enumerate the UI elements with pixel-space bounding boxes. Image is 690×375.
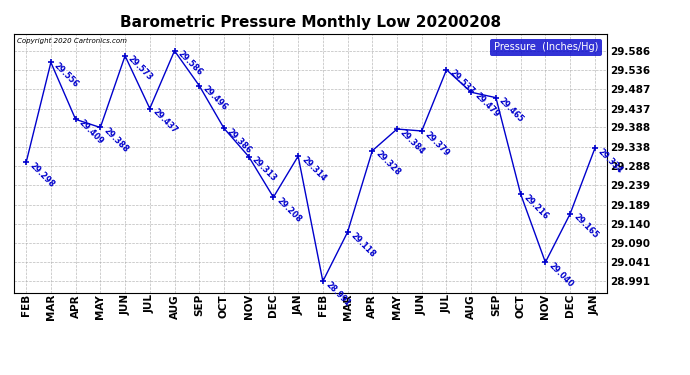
- Text: 29.298: 29.298: [28, 161, 56, 189]
- Text: 29.208: 29.208: [275, 196, 303, 224]
- Text: 29.409: 29.409: [77, 118, 105, 146]
- Text: 29.313: 29.313: [250, 155, 278, 183]
- Text: 29.496: 29.496: [201, 84, 228, 112]
- Text: 29.386: 29.386: [226, 127, 253, 155]
- Text: 29.118: 29.118: [349, 231, 377, 259]
- Text: 29.437: 29.437: [151, 107, 179, 135]
- Text: 29.586: 29.586: [176, 50, 204, 78]
- Text: Copyright 2020 Cartronics.com: Copyright 2020 Cartronics.com: [17, 38, 127, 44]
- Text: 29.556: 29.556: [52, 61, 80, 89]
- Text: 29.334: 29.334: [596, 147, 624, 175]
- Title: Barometric Pressure Monthly Low 20200208: Barometric Pressure Monthly Low 20200208: [120, 15, 501, 30]
- Legend: Pressure  (Inches/Hg): Pressure (Inches/Hg): [490, 39, 602, 56]
- Text: 29.573: 29.573: [126, 54, 155, 82]
- Text: 29.384: 29.384: [398, 128, 426, 156]
- Text: 29.379: 29.379: [423, 130, 451, 158]
- Text: 29.537: 29.537: [448, 68, 476, 96]
- Text: 29.328: 29.328: [374, 149, 402, 178]
- Text: 28.991: 28.991: [324, 280, 353, 308]
- Text: 29.040: 29.040: [546, 261, 575, 289]
- Text: 29.479: 29.479: [473, 91, 501, 119]
- Text: 29.314: 29.314: [299, 155, 328, 183]
- Text: 29.165: 29.165: [571, 213, 600, 241]
- Text: 29.465: 29.465: [497, 96, 525, 124]
- Text: 29.388: 29.388: [101, 126, 130, 154]
- Text: 29.216: 29.216: [522, 193, 550, 221]
